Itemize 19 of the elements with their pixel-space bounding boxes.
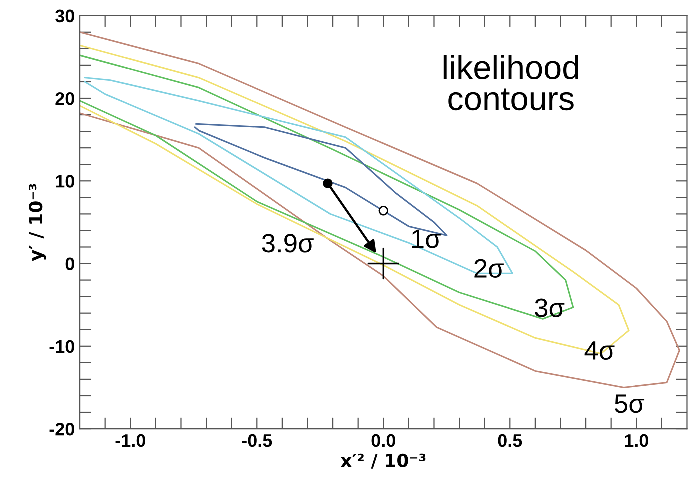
x-tick-label: 0.5 [498,434,522,448]
x-tick-label: 1.0 [625,434,648,448]
annotation: 3.9σ [262,234,314,253]
series-label: 5σ [615,394,645,414]
y-tick-label: 0 [66,258,74,270]
y-tick-label: -20 [50,422,74,436]
series-label: 1σ [412,230,441,248]
annotation: likelihood contours [444,55,578,111]
y-tick-label: 10 [56,175,74,188]
y-tick-label: 20 [56,92,74,106]
series-label: 3σ [535,298,565,318]
x-tick-label: -1.0 [116,434,146,448]
x-tick-label: -0.5 [242,434,272,448]
x-axis-title: x′² / 10⁻³ [340,454,426,469]
y-tick-label: -10 [50,340,74,354]
x-tick-label: 0.0 [372,434,396,448]
series-label: 2σ [474,259,504,278]
y-tick-label: 30 [56,10,74,23]
y-axis-title: y′ / 10⁻³ [29,184,46,262]
